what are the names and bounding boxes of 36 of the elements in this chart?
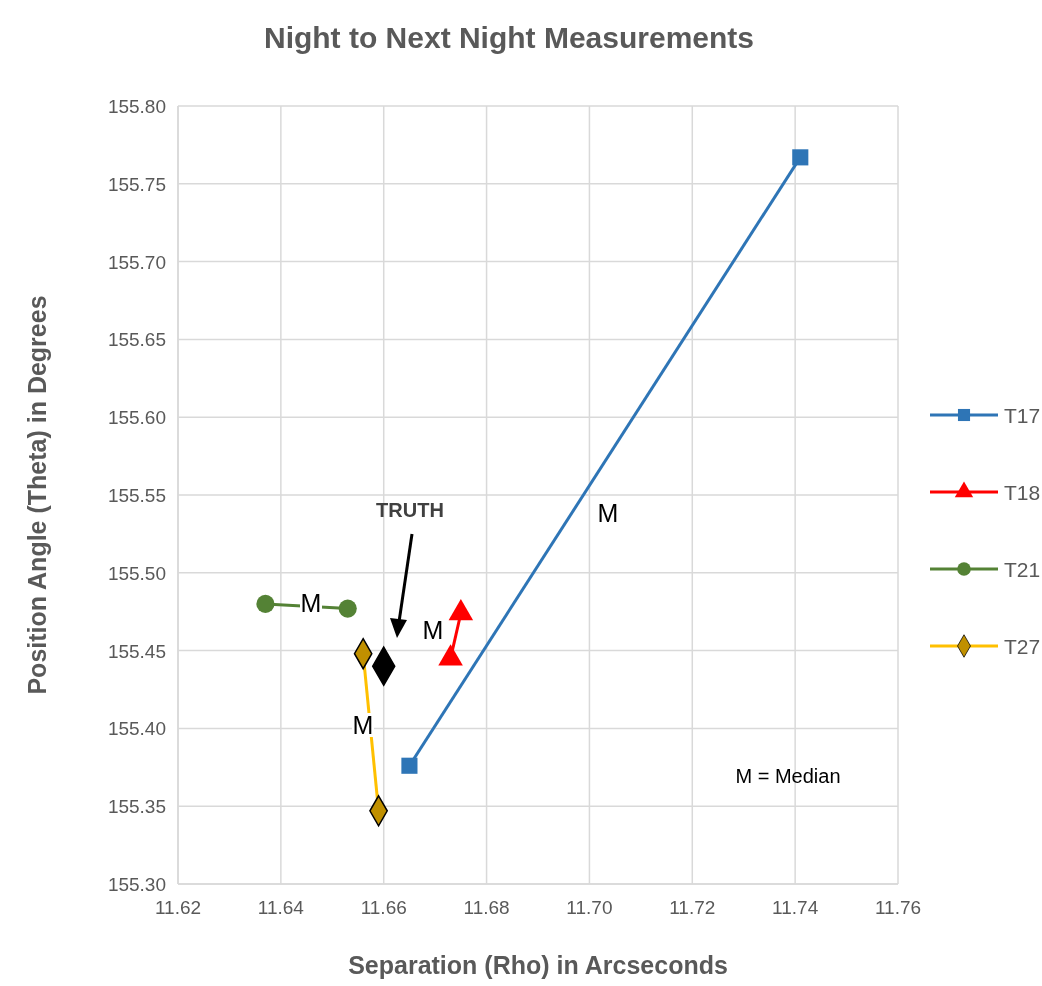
y-tick-label: 155.35 [107, 796, 166, 818]
legend-label: T18 [1004, 481, 1041, 504]
y-tick-label: 155.65 [107, 329, 166, 351]
legend-label: T17 [1004, 404, 1041, 427]
x-tick-label: 11.70 [566, 897, 613, 918]
x-tick-label: 11.74 [772, 897, 819, 918]
y-tick-label: 155.60 [107, 407, 166, 429]
annotation: M [597, 499, 619, 527]
annotation: M = Median [735, 765, 841, 787]
y-tick-label: 155.80 [107, 96, 166, 117]
annotation: M [352, 711, 374, 739]
y-axis-title: Position Angle (Theta) in Degrees [23, 295, 51, 695]
y-tick-label: 155.75 [107, 173, 166, 195]
x-tick-label: 11.64 [257, 897, 305, 918]
legend-label: T27 [1004, 635, 1041, 658]
point [338, 599, 357, 618]
annotation: TRUTH [376, 499, 444, 521]
x-tick-label: 11.62 [154, 897, 202, 918]
x-tick-label: 11.72 [669, 897, 716, 918]
x-tick-label: 11.68 [463, 897, 510, 918]
y-tick-label: 155.45 [107, 640, 166, 662]
y-tick-label: 155.40 [107, 718, 166, 740]
annotation: M [300, 589, 322, 617]
y-tick-label: 155.50 [107, 562, 166, 584]
x-axis-title: Separation (Rho) in Arcseconds [348, 951, 728, 979]
chart-title: Night to Next Night Measurements [263, 21, 755, 54]
legend-label: T21 [1004, 558, 1041, 581]
x-tick-label: 11.76 [874, 897, 922, 918]
point [401, 757, 418, 774]
point [792, 149, 809, 166]
y-tick-label: 155.55 [107, 485, 166, 506]
x-tick-label: 11.66 [360, 897, 407, 918]
point [256, 594, 275, 613]
y-tick-label: 155.30 [107, 874, 166, 895]
y-tick-label: 155.70 [107, 251, 166, 273]
annotation: M [422, 616, 444, 644]
